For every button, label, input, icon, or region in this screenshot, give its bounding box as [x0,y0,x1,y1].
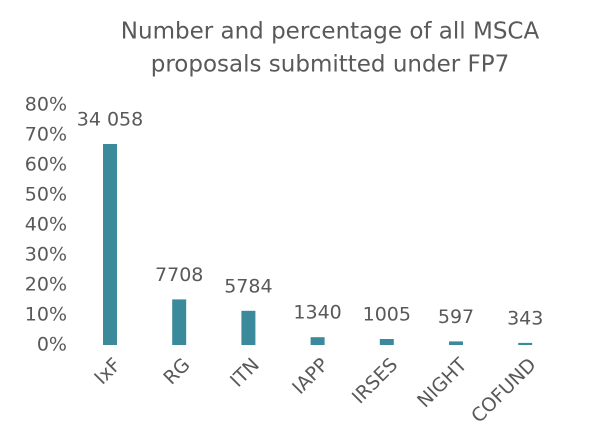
bar [241,310,256,345]
y-tick-label: 10% [25,304,67,326]
y-tick-label: 40% [25,214,67,236]
x-tick-label: IxF [90,354,125,389]
bar [103,144,117,345]
data-label: 343 [507,307,543,329]
chart-title: Number and percentage of all MSCA [121,19,540,45]
data-label: 1340 [293,302,341,324]
chart-title: proposals submitted under FP7 [151,52,510,78]
y-tick-label: 30% [25,244,67,266]
bar [449,341,463,345]
x-tick-label: IRSES [348,354,402,408]
x-tick-label: IAPP [288,354,333,399]
y-tick-label: 80% [25,94,67,116]
x-tick-label: ITN [226,354,264,392]
data-label: 1005 [363,304,411,326]
y-tick-label: 50% [25,184,67,206]
y-tick-label: 60% [25,154,67,176]
data-label: 597 [438,306,474,328]
x-tick-label: RG [159,354,194,389]
data-label: 34 058 [77,109,143,131]
y-tick-label: 20% [25,274,67,296]
y-tick-label: 70% [25,124,67,146]
x-tick-label: NIGHT [413,354,472,413]
bar [379,339,394,345]
data-label: 5784 [224,275,272,297]
data-label: 7708 [155,264,203,286]
bar [518,342,533,345]
y-tick-label: 0% [37,334,67,356]
x-tick-label: COFUND [467,354,540,427]
bar [310,337,325,345]
bar [172,299,187,345]
